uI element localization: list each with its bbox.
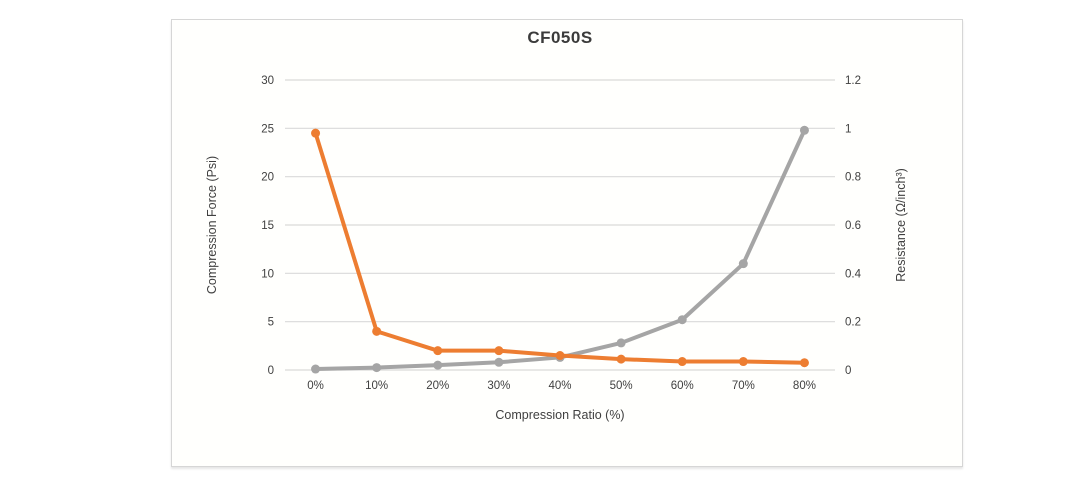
left-axis-tick-label: 25 (261, 123, 274, 135)
data-point-compression-force (311, 364, 321, 374)
x-axis-tick-label: 20% (426, 380, 449, 392)
right-axis-tick-label: 0.2 (845, 317, 861, 329)
data-point-resistance (433, 346, 443, 356)
data-point-compression-force (433, 360, 443, 370)
right-axis-tick-label: 0 (845, 365, 851, 377)
data-point-resistance (494, 346, 504, 356)
data-point-resistance (799, 358, 809, 368)
left-axis-tick-label: 5 (268, 317, 274, 329)
x-axis-tick-label: 50% (610, 380, 633, 392)
x-axis-tick-label: 60% (671, 380, 694, 392)
left-axis-tick-label: 15 (261, 220, 274, 232)
line-chart-plot: 0 0 5 0.2 10 0.4 15 0.6 20 0.8 25 1 30 1.2 0% 10% 20% 30%… (261, 75, 862, 392)
data-point-compression-force (738, 259, 748, 269)
data-point-compression-force (616, 338, 626, 348)
x-axis-title: Compression Ratio (%) (495, 408, 625, 422)
right-axis-tick-label: 0.4 (845, 268, 862, 280)
data-point-compression-force (372, 363, 382, 373)
chart-title: CF050S (527, 28, 593, 47)
data-point-resistance (616, 354, 626, 364)
left-axis-title: Compression Force (Psi) (205, 155, 219, 295)
right-axis-tick-label: 0.8 (845, 172, 861, 184)
data-point-resistance (677, 357, 687, 367)
right-axis-tick-label: 1.2 (845, 75, 861, 87)
x-axis-tick-label: 30% (487, 380, 510, 392)
x-axis-tick-label: 70% (732, 380, 755, 392)
left-axis-tick-label: 0 (268, 365, 274, 377)
right-axis-tick-label: 1 (845, 123, 851, 135)
data-point-resistance (555, 351, 565, 360)
x-axis-tick-label: 10% (365, 380, 388, 392)
chart-frame: CF050S Compression Force (Psi) Resistanc… (171, 19, 963, 467)
data-point-compression-force (677, 315, 687, 325)
data-point-compression-force (494, 357, 504, 367)
data-point-resistance (372, 326, 382, 336)
x-axis-tick-label: 0% (307, 380, 324, 392)
data-point-resistance (311, 128, 321, 138)
x-axis-tick-label: 40% (548, 380, 571, 392)
x-axis-tick-label: 80% (793, 380, 816, 392)
data-point-resistance (738, 357, 748, 367)
right-axis-title: Resistance (Ω/inch³) (894, 168, 908, 282)
data-point-compression-force (799, 125, 809, 135)
right-axis-tick-label: 0.6 (845, 220, 861, 232)
left-axis-tick-label: 20 (261, 172, 274, 184)
left-axis-tick-label: 10 (261, 268, 274, 280)
series-line-resistance (313, 131, 807, 365)
left-axis-tick-label: 30 (261, 75, 274, 87)
